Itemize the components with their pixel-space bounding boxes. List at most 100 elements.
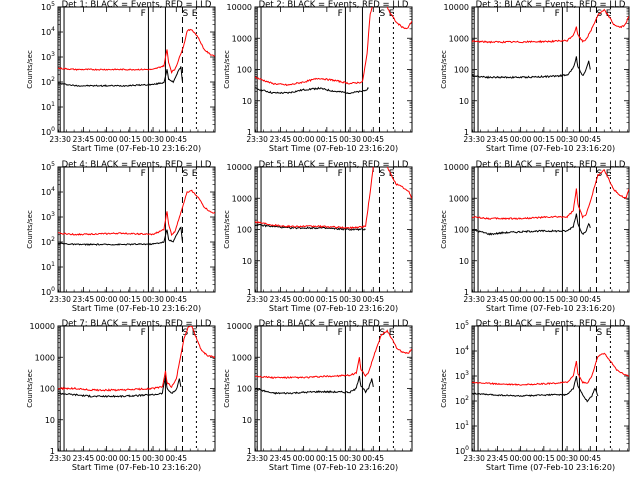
- y-tick-label: 1: [247, 128, 252, 137]
- x-tick-label: 00:30: [339, 135, 361, 144]
- y-tick-label: 1: [464, 128, 469, 137]
- event-marker-label: F: [555, 169, 560, 179]
- y-tick-label: 10000: [444, 3, 469, 12]
- plot-frame: [471, 166, 630, 293]
- panel-title: Det 2: BLACK = Events, RED = LLD: [259, 0, 409, 10]
- y-tick-label: 10: [459, 97, 469, 106]
- x-axis-label: Start Time (07-Feb-10 23:16:20): [72, 304, 201, 313]
- x-tick-label: 00:15: [119, 295, 141, 304]
- y-tick-label: 10: [242, 257, 252, 266]
- y-tick-label: 100: [237, 66, 252, 75]
- panel-det-7: Det 7: BLACK = Events, RED = LLD 1 10 100 10…: [26, 319, 216, 472]
- y-tick-label: 10: [242, 97, 252, 106]
- x-axis-label: Start Time (07-Feb-10 23:16:20): [269, 304, 398, 313]
- x-tick-label: 00:45: [579, 135, 601, 144]
- event-marker-label: F: [141, 9, 146, 19]
- x-tick-label: 00:30: [556, 454, 578, 463]
- event-marker-label: F: [141, 169, 146, 179]
- event-marker-label: E: [389, 9, 395, 19]
- x-tick-label: 00:00: [293, 135, 315, 144]
- event-marker-label: S: [182, 169, 188, 179]
- x-axis-label: Start Time (07-Feb-10 23:16:20): [486, 304, 615, 313]
- event-marker-label: F: [338, 328, 343, 338]
- x-tick-label: 00:45: [362, 295, 384, 304]
- plot-frame: [254, 166, 413, 293]
- y-tick-label: 10000: [227, 322, 252, 331]
- y-tick-label: 1: [50, 447, 55, 456]
- y-axis-label: Counts/sec: [26, 210, 34, 249]
- plot-frame: [471, 325, 630, 452]
- series-events-black: [472, 213, 591, 236]
- panel-title: Det 8: BLACK = Events, RED = LLD: [259, 319, 409, 329]
- y-tick-label: 102: [41, 76, 55, 87]
- x-tick-label: 23:30: [49, 295, 71, 304]
- event-marker-label: F: [141, 328, 146, 338]
- x-tick-label: 23:45: [487, 295, 509, 304]
- x-tick-label: 23:45: [487, 454, 509, 463]
- panel-det-2: Det 2: BLACK = Events, RED = LLD 1 10 100 10…: [223, 0, 413, 153]
- y-axis-label: Counts/sec: [440, 369, 448, 408]
- x-tick-label: 23:45: [73, 135, 95, 144]
- y-tick-label: 100: [454, 66, 469, 75]
- x-tick-label: 00:30: [556, 135, 578, 144]
- y-tick-label: 100: [237, 385, 252, 394]
- y-axis-label: Counts/sec: [440, 210, 448, 249]
- x-tick-label: 00:45: [362, 454, 384, 463]
- panel-title: Det 3: BLACK = Events, RED = LLD: [476, 0, 626, 10]
- x-axis-label: Start Time (07-Feb-10 23:16:20): [486, 144, 615, 153]
- series-events-black: [472, 375, 599, 403]
- series-events-black: [255, 375, 374, 395]
- panel-title: Det 7: BLACK = Events, RED = LLD: [62, 319, 212, 329]
- y-axis-label: Counts/sec: [223, 369, 231, 408]
- x-tick-label: 00:15: [533, 454, 555, 463]
- x-tick-label: 23:30: [463, 295, 485, 304]
- x-tick-label: 23:30: [246, 295, 268, 304]
- x-axis-label: Start Time (07-Feb-10 23:16:20): [269, 144, 398, 153]
- panel-det-9: Det 9: BLACK = Events, RED = LLD 100 101 10…: [440, 319, 630, 472]
- series-lld-red: [58, 28, 215, 74]
- x-tick-label: 00:00: [510, 295, 532, 304]
- panel-title: Det 6: BLACK = Events, RED = LLD: [476, 160, 626, 170]
- y-tick-label: 10000: [444, 163, 469, 172]
- panel-det-5: Det 5: BLACK = Events, RED = LLD 1 10 100 10…: [223, 160, 413, 313]
- x-tick-label: 23:30: [49, 454, 71, 463]
- y-tick-label: 100: [40, 385, 55, 394]
- y-tick-label: 1000: [449, 34, 469, 43]
- series-events-black: [58, 66, 183, 88]
- y-tick-label: 101: [41, 261, 55, 272]
- plot-frame: [254, 6, 413, 133]
- x-tick-label: 00:45: [579, 295, 601, 304]
- y-tick-label: 10000: [30, 322, 55, 331]
- x-tick-label: 00:45: [165, 135, 187, 144]
- x-tick-label: 00:15: [119, 135, 141, 144]
- y-tick-label: 103: [41, 211, 55, 222]
- event-marker-label: E: [389, 169, 395, 179]
- x-tick-label: 00:00: [96, 295, 118, 304]
- y-tick-label: 1000: [232, 194, 252, 203]
- x-tick-label: 00:30: [339, 454, 361, 463]
- y-tick-label: 10000: [227, 3, 252, 12]
- x-tick-label: 23:45: [487, 135, 509, 144]
- panel-det-3: Det 3: BLACK = Events, RED = LLD 1 10 100 10…: [440, 0, 630, 153]
- y-axis-label: Counts/sec: [440, 50, 448, 89]
- y-tick-label: 104: [41, 186, 55, 197]
- plot-frame: [471, 6, 630, 133]
- series-lld-red: [255, 7, 412, 87]
- x-tick-label: 00:15: [119, 454, 141, 463]
- x-tick-label: 00:00: [293, 454, 315, 463]
- series-lld-red: [472, 8, 629, 44]
- y-tick-label: 103: [41, 51, 55, 62]
- series-events-black: [58, 226, 183, 246]
- x-tick-label: 00:30: [142, 454, 164, 463]
- y-tick-label: 103: [455, 370, 469, 381]
- y-tick-label: 101: [455, 420, 469, 431]
- x-tick-label: 23:45: [270, 454, 292, 463]
- event-marker-label: E: [606, 328, 612, 338]
- series-events-black: [58, 376, 182, 398]
- x-tick-label: 00:00: [510, 135, 532, 144]
- x-axis-label: Start Time (07-Feb-10 23:16:20): [486, 463, 615, 472]
- y-tick-label: 105: [41, 1, 55, 12]
- event-marker-label: S: [379, 328, 385, 338]
- x-tick-label: 00:45: [165, 454, 187, 463]
